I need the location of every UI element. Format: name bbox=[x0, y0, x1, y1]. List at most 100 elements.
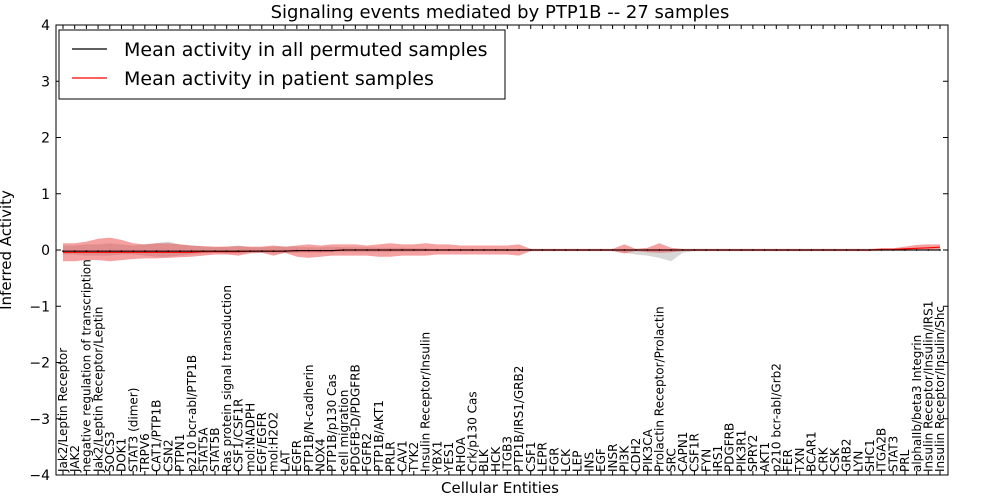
x-tick-label: p210 bcr-abl/PTP1B bbox=[185, 355, 199, 472]
data-point-permuted bbox=[366, 249, 368, 251]
data-point-permuted bbox=[576, 249, 579, 251]
x-tick-label: GRB2 bbox=[840, 438, 854, 472]
data-point-permuted bbox=[728, 249, 731, 251]
y-tick-label: −1 bbox=[29, 299, 50, 315]
x-tick-label: SPRY2 bbox=[746, 435, 760, 472]
data-point-permuted bbox=[588, 249, 591, 251]
x-tick-label: Insulin Receptor/Insulin bbox=[419, 332, 433, 472]
data-point-permuted bbox=[506, 249, 509, 251]
data-point-permuted bbox=[915, 249, 918, 251]
data-point-permuted bbox=[62, 250, 64, 253]
data-point-permuted bbox=[459, 249, 462, 251]
x-tick-label: PDGFB-D/PDGFRB bbox=[349, 364, 363, 472]
y-tick-label: 3 bbox=[41, 74, 50, 90]
x-tick-label: PTPN1 bbox=[173, 434, 187, 472]
data-point-permuted bbox=[763, 249, 766, 251]
data-point-permuted bbox=[179, 250, 181, 253]
x-tick-label: FYN bbox=[699, 449, 713, 472]
data-point-permuted bbox=[494, 249, 497, 251]
data-point-permuted bbox=[658, 249, 661, 251]
chart-title: Signaling events mediated by PTP1B -- 27… bbox=[271, 2, 730, 23]
x-tick-label: EGF bbox=[594, 448, 608, 472]
data-point-permuted bbox=[670, 249, 672, 251]
y-tick-label: 0 bbox=[41, 243, 50, 259]
x-tick-label: CSF1R bbox=[688, 433, 702, 472]
x-tick-label: PRLR bbox=[384, 441, 398, 472]
data-point-permuted bbox=[775, 249, 778, 251]
data-point-permuted bbox=[646, 249, 649, 251]
legend-label-permuted: Mean activity in all permuted samples bbox=[124, 39, 487, 61]
series-lines bbox=[62, 246, 941, 253]
x-tick-label: negative regulation of transcription bbox=[80, 259, 94, 472]
data-point-permuted bbox=[190, 250, 193, 253]
series-line-permuted bbox=[63, 249, 940, 252]
x-tick-label: PTP1B/AKT1 bbox=[372, 400, 386, 472]
x-tick-label: BCAR1 bbox=[805, 431, 819, 472]
x-tick-label: FGR bbox=[547, 447, 561, 472]
data-point-permuted bbox=[155, 250, 158, 253]
data-point-permuted bbox=[868, 249, 871, 251]
data-point-permuted bbox=[518, 249, 520, 251]
x-tick-label: LEP bbox=[571, 450, 585, 472]
x-tick-label: Insulin Receptor/Insulin/Shc bbox=[933, 306, 947, 472]
data-point-permuted bbox=[97, 250, 99, 253]
x-tick-label: CAV1 bbox=[395, 440, 409, 472]
x-tick-label: PRL bbox=[898, 449, 912, 472]
data-point-permuted bbox=[833, 249, 836, 251]
x-tick-label: CRK bbox=[816, 446, 830, 472]
x-tick-label: AKT1 bbox=[758, 442, 772, 472]
data-point-permuted bbox=[377, 249, 380, 251]
x-tick-label: mol:H2O2 bbox=[267, 412, 281, 472]
data-point-permuted bbox=[857, 249, 859, 251]
data-point-permuted bbox=[845, 249, 848, 251]
data-point-permuted bbox=[611, 249, 614, 251]
y-tick-label: −3 bbox=[29, 412, 50, 428]
x-tick-label: ITGB3 bbox=[501, 436, 515, 472]
x-tick-label: CAT1/PTP1B bbox=[150, 400, 164, 472]
x-tick-label: alphaIIb/beta3 Integrin bbox=[910, 335, 924, 472]
data-point-permuted bbox=[342, 249, 345, 251]
data-point-permuted bbox=[635, 249, 637, 251]
data-point-permuted bbox=[740, 249, 743, 251]
x-tick-label: IRS1 bbox=[711, 445, 725, 472]
data-point-permuted bbox=[939, 249, 941, 251]
data-point-permuted bbox=[693, 249, 696, 251]
data-point-permuted bbox=[120, 250, 123, 253]
y-tick-label: −2 bbox=[29, 356, 50, 372]
data-point-permuted bbox=[167, 250, 170, 253]
data-point-permuted bbox=[132, 250, 135, 253]
y-tick-label: 1 bbox=[41, 187, 50, 203]
x-tick-label: SOCS3 bbox=[103, 431, 117, 472]
legend-box bbox=[58, 29, 506, 100]
y-axis-label: Inferred Activity bbox=[0, 190, 15, 310]
x-tick-label: CSN2 bbox=[161, 439, 175, 472]
data-point-permuted bbox=[319, 249, 322, 252]
x-tick-label: DOK1 bbox=[115, 438, 129, 472]
data-point-permuted bbox=[483, 249, 485, 251]
x-tick-label: ITGA2B bbox=[875, 428, 889, 472]
data-point-permuted bbox=[284, 250, 287, 253]
plot-frame bbox=[55, 24, 949, 476]
legend-label-patient: Mean activity in patient samples bbox=[124, 68, 434, 90]
data-point-permuted bbox=[798, 249, 801, 251]
data-point-permuted bbox=[108, 250, 111, 253]
x-tick-label: YES1 bbox=[442, 442, 456, 473]
x-tick-label: Insulin Receptor/Insulin/IRS1 bbox=[922, 301, 936, 472]
data-point-permuted bbox=[810, 249, 813, 251]
x-tick-label: JAK2 bbox=[68, 445, 82, 473]
data-point-permuted bbox=[529, 249, 532, 251]
y-axis-ticks: −4 −3 −2 −1 0 1 2 3 4 bbox=[29, 18, 948, 484]
data-point-permuted bbox=[260, 250, 263, 253]
y-tick-label: 4 bbox=[41, 18, 50, 34]
x-tick-label: INSR bbox=[606, 444, 620, 472]
x-tick-label: PDGFRB bbox=[723, 423, 737, 472]
data-point-permuted bbox=[904, 249, 906, 251]
data-point-permuted bbox=[716, 249, 719, 251]
x-tick-label: TRPV6 bbox=[138, 433, 152, 473]
x-tick-label: TXN bbox=[793, 447, 807, 473]
x-tick-label: FER bbox=[781, 449, 795, 472]
x-tick-label: FGFR2 bbox=[360, 433, 374, 472]
data-point-permuted bbox=[424, 249, 427, 251]
